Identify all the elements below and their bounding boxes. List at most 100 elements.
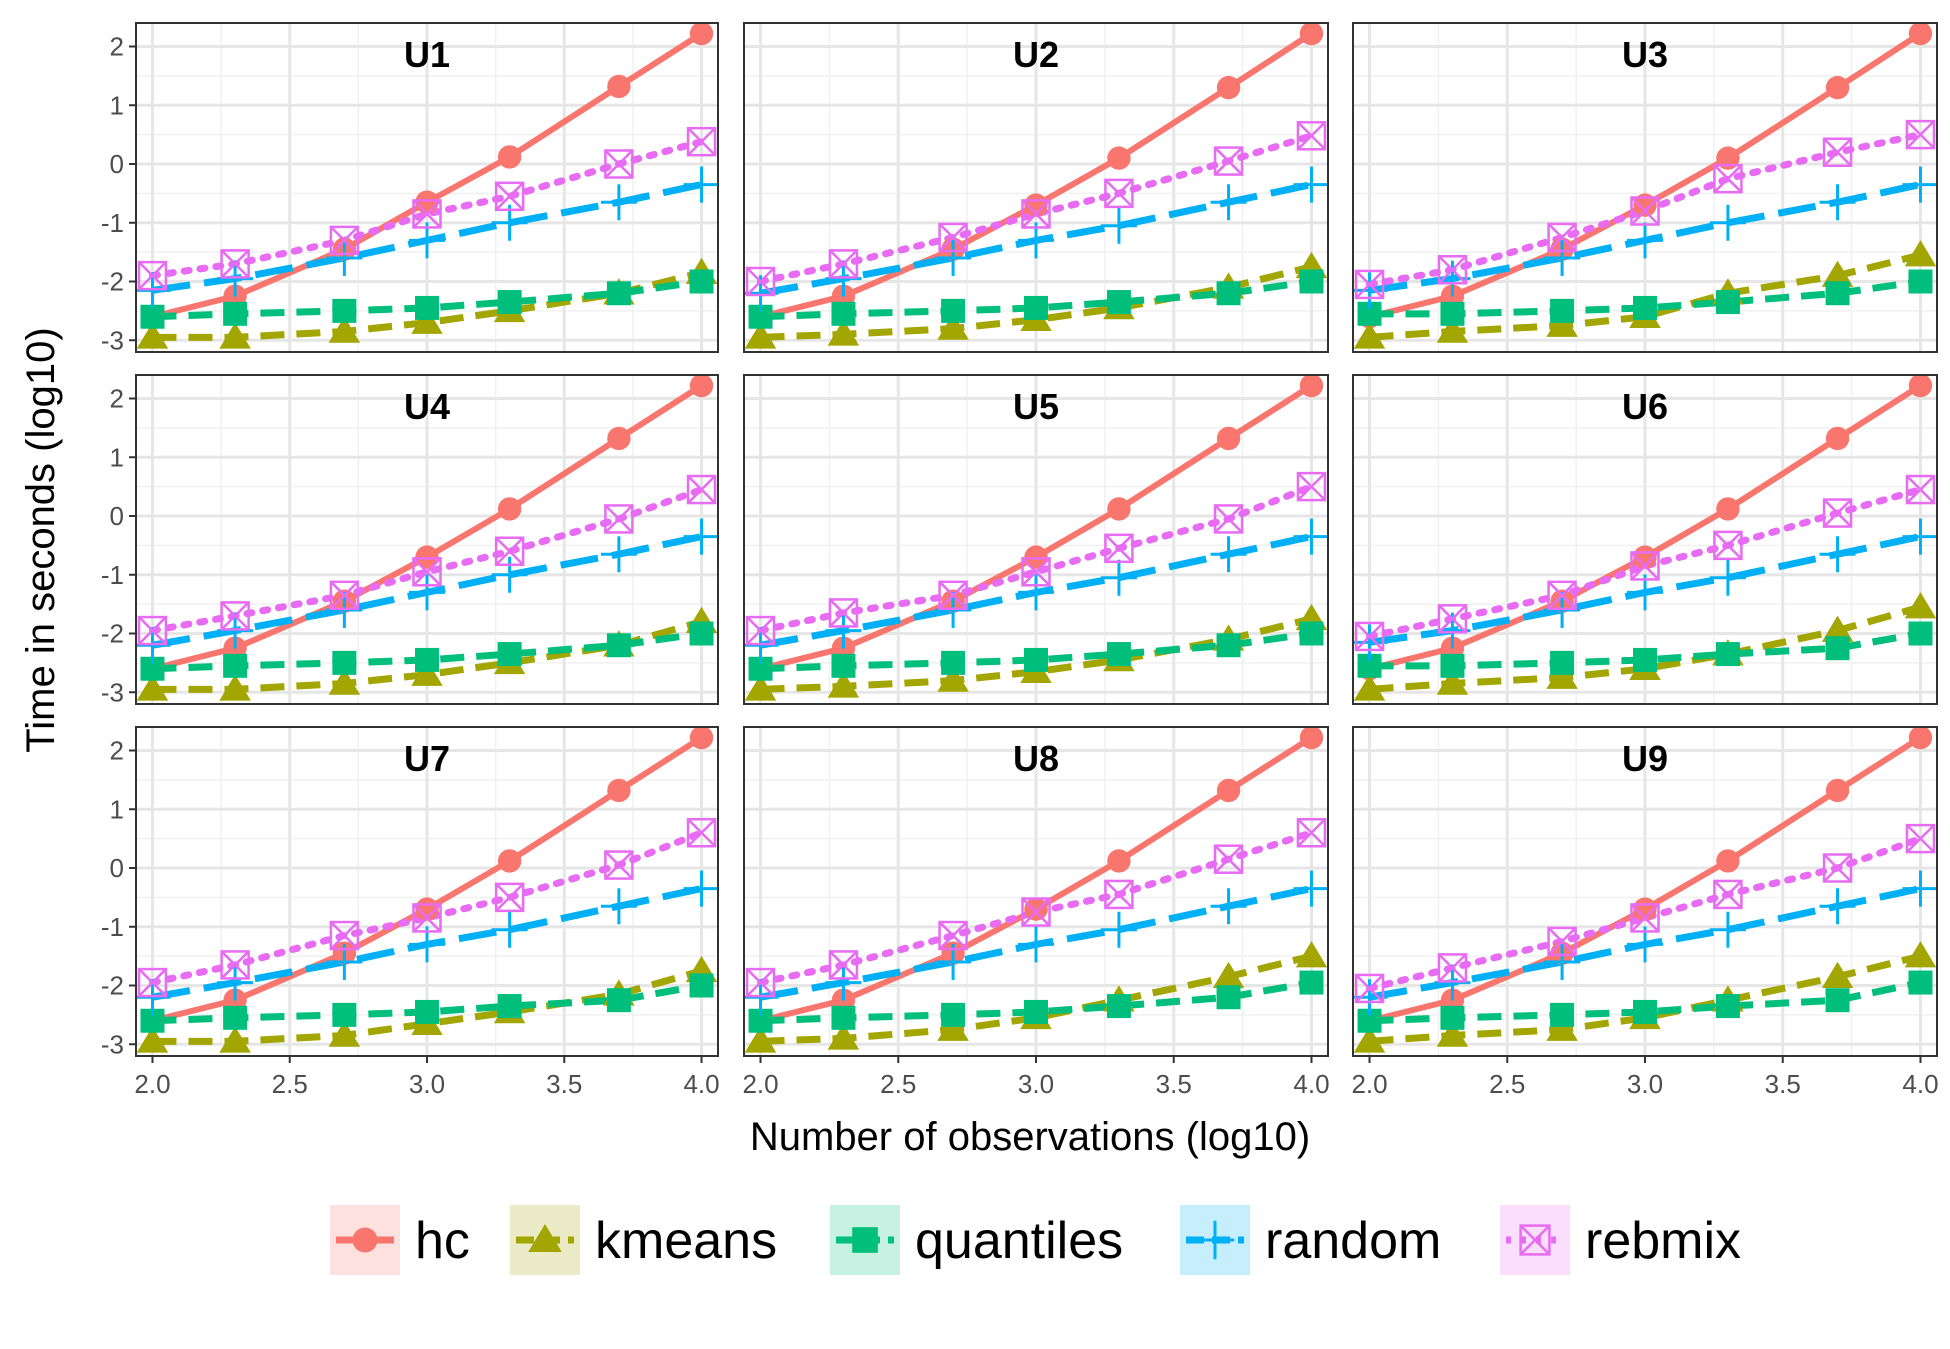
y-tick-label: -1: [101, 560, 124, 590]
data-point-kmeans: [1212, 961, 1245, 988]
data-point-quantiles: [1715, 642, 1740, 667]
x-tick-label: 2.5: [880, 1069, 916, 1099]
legend-label: quantiles: [915, 1212, 1123, 1270]
data-point-rebmix: [1296, 818, 1327, 848]
panel-u3: U3: [1352, 22, 1938, 353]
data-point-rebmix: [1630, 196, 1660, 226]
panel-data: [744, 23, 1328, 349]
data-point-kmeans: [1436, 1020, 1469, 1047]
data-point-quantiles: [1825, 281, 1850, 306]
panel-data: [744, 375, 1328, 701]
data-point-quantiles: [1216, 985, 1241, 1010]
data-point-rebmix: [686, 818, 717, 848]
data-point-random: [683, 870, 718, 907]
y-tick-label: -3: [101, 677, 124, 707]
data-point-quantiles: [831, 653, 856, 678]
y-tick-label: 1: [110, 90, 124, 120]
data-point-random: [1293, 166, 1328, 203]
data-point-rebmix: [494, 181, 525, 212]
data-point-random: [1627, 222, 1663, 259]
panel-label: U7: [404, 738, 450, 779]
data-point-random: [683, 518, 718, 555]
panel-data: [744, 727, 1328, 1053]
data-point-rebmix: [938, 580, 968, 611]
data-point-hc: [689, 23, 714, 46]
y-tick-label: -1: [101, 208, 124, 238]
data-point-rebmix: [1822, 137, 1853, 167]
data-point-hc: [1216, 75, 1241, 100]
data-point-hc: [415, 190, 439, 214]
data-point-quantiles: [1908, 970, 1933, 995]
data-point-hc: [1908, 375, 1933, 398]
data-point-quantiles: [1299, 970, 1324, 995]
data-point-random: [1353, 272, 1388, 309]
data-point-rebmix: [1437, 604, 1468, 634]
legend-label: hc: [415, 1212, 470, 1270]
data-point-kmeans: [328, 316, 361, 343]
data-point-quantiles: [689, 973, 714, 998]
data-point-rebmix: [938, 222, 968, 253]
data-point-hc: [1299, 375, 1324, 398]
data-point-rebmix: [412, 903, 442, 933]
legend-item-random: random: [1180, 1205, 1441, 1275]
legend-key-marker: [852, 1227, 878, 1253]
data-point-quantiles: [1024, 295, 1048, 320]
data-point-kmeans: [1436, 316, 1469, 343]
panel-label: U2: [1013, 34, 1059, 75]
panel-u4: U4 -3 -2 -1 0 1 2: [101, 374, 719, 707]
legend-label: kmeans: [595, 1212, 777, 1270]
legend-label: rebmix: [1585, 1212, 1741, 1270]
data-point-hc: [1908, 727, 1933, 750]
data-point-rebmix: [137, 260, 168, 291]
data-point-quantiles: [415, 999, 439, 1024]
x-tick-label: 4.0: [683, 1069, 719, 1099]
data-point-quantiles: [1715, 994, 1740, 1019]
data-point-random: [1902, 870, 1937, 907]
data-point-kmeans: [136, 322, 169, 349]
data-point-quantiles: [497, 290, 522, 315]
data-point-kmeans: [219, 322, 251, 349]
data-point-rebmix: [1547, 580, 1577, 611]
data-point-quantiles: [941, 1002, 966, 1027]
y-tick-label: 0: [110, 853, 124, 883]
data-point-random: [409, 574, 445, 611]
data-point-rebmix: [1713, 530, 1743, 561]
data-point-quantiles: [1299, 269, 1324, 294]
data-point-quantiles: [1024, 999, 1048, 1024]
data-point-hc: [1024, 897, 1048, 921]
data-point-random: [935, 240, 972, 276]
data-point-random: [1100, 911, 1137, 948]
data-point-rebmix: [1905, 823, 1936, 854]
legend: hc kmeans quantiles random rebmix: [330, 1205, 1741, 1275]
data-point-quantiles: [1550, 298, 1575, 323]
data-point-hc: [1107, 497, 1131, 521]
data-point-rebmix: [137, 615, 168, 646]
data-point-kmeans: [1821, 615, 1854, 642]
data-point-rebmix: [1104, 533, 1134, 564]
x-tick-label: 2.5: [1489, 1069, 1525, 1099]
data-point-hc: [1716, 849, 1740, 873]
y-tick-label: 2: [110, 32, 124, 62]
chart-panels: U1 -3 -2 -1 0 1 2 U2 U3 U4 -3 -2 -1 0 1 2 U5 U6 U7 -3 -2 -1 0 1…: [101, 22, 1939, 1099]
panel-data: [1353, 23, 1937, 349]
data-point-hc: [1216, 778, 1241, 803]
data-point-quantiles: [332, 1002, 357, 1027]
data-point-quantiles: [1908, 269, 1933, 294]
y-tick-label: 0: [110, 501, 124, 531]
y-tick-label: 2: [110, 736, 124, 766]
data-point-kmeans: [1546, 662, 1578, 689]
data-point-hc: [497, 497, 522, 521]
data-point-random: [1210, 536, 1247, 573]
panel-u9: U9 2.0 2.5 3.0 3.5 4.0: [1351, 726, 1939, 1099]
data-point-rebmix: [412, 199, 442, 229]
data-point-rebmix: [220, 601, 250, 631]
data-point-quantiles: [941, 298, 966, 323]
data-point-random: [600, 536, 637, 573]
data-point-rebmix: [1213, 844, 1244, 874]
data-point-quantiles: [497, 642, 522, 667]
x-tick-label: 2.0: [1351, 1069, 1387, 1099]
data-point-random: [825, 612, 862, 649]
data-point-kmeans: [1904, 240, 1937, 267]
x-tick-label: 3.5: [1765, 1069, 1801, 1099]
x-axis-title: Number of observations (log10): [750, 1115, 1310, 1159]
